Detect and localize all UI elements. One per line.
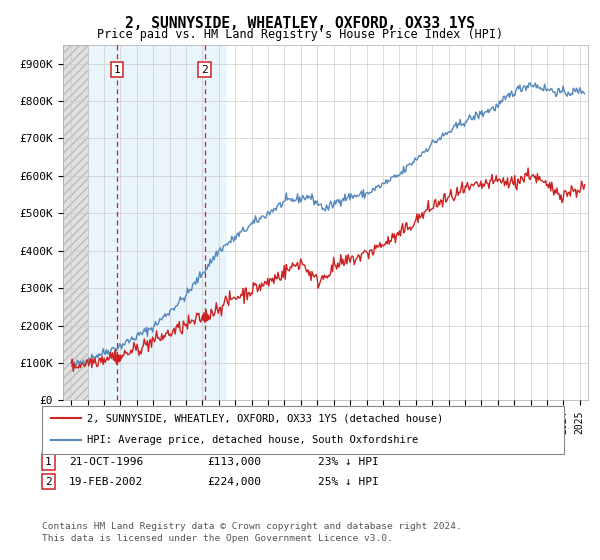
Text: Contains HM Land Registry data © Crown copyright and database right 2024.
This d: Contains HM Land Registry data © Crown c… bbox=[42, 522, 462, 543]
Text: 2: 2 bbox=[201, 65, 208, 74]
Text: £113,000: £113,000 bbox=[207, 457, 261, 467]
Bar bbox=[63, 45, 88, 400]
Text: 25% ↓ HPI: 25% ↓ HPI bbox=[318, 477, 379, 487]
Text: Price paid vs. HM Land Registry's House Price Index (HPI): Price paid vs. HM Land Registry's House … bbox=[97, 28, 503, 41]
Text: 23% ↓ HPI: 23% ↓ HPI bbox=[318, 457, 379, 467]
Text: HPI: Average price, detached house, South Oxfordshire: HPI: Average price, detached house, Sout… bbox=[87, 435, 418, 445]
Text: 21-OCT-1996: 21-OCT-1996 bbox=[69, 457, 143, 467]
Text: 1: 1 bbox=[114, 65, 121, 74]
Text: 19-FEB-2002: 19-FEB-2002 bbox=[69, 477, 143, 487]
Text: 1: 1 bbox=[45, 457, 52, 467]
Text: 2: 2 bbox=[45, 477, 52, 487]
Text: £224,000: £224,000 bbox=[207, 477, 261, 487]
Bar bbox=[88, 45, 227, 400]
Text: 2, SUNNYSIDE, WHEATLEY, OXFORD, OX33 1YS: 2, SUNNYSIDE, WHEATLEY, OXFORD, OX33 1YS bbox=[125, 16, 475, 31]
Text: 2, SUNNYSIDE, WHEATLEY, OXFORD, OX33 1YS (detached house): 2, SUNNYSIDE, WHEATLEY, OXFORD, OX33 1YS… bbox=[87, 413, 443, 423]
